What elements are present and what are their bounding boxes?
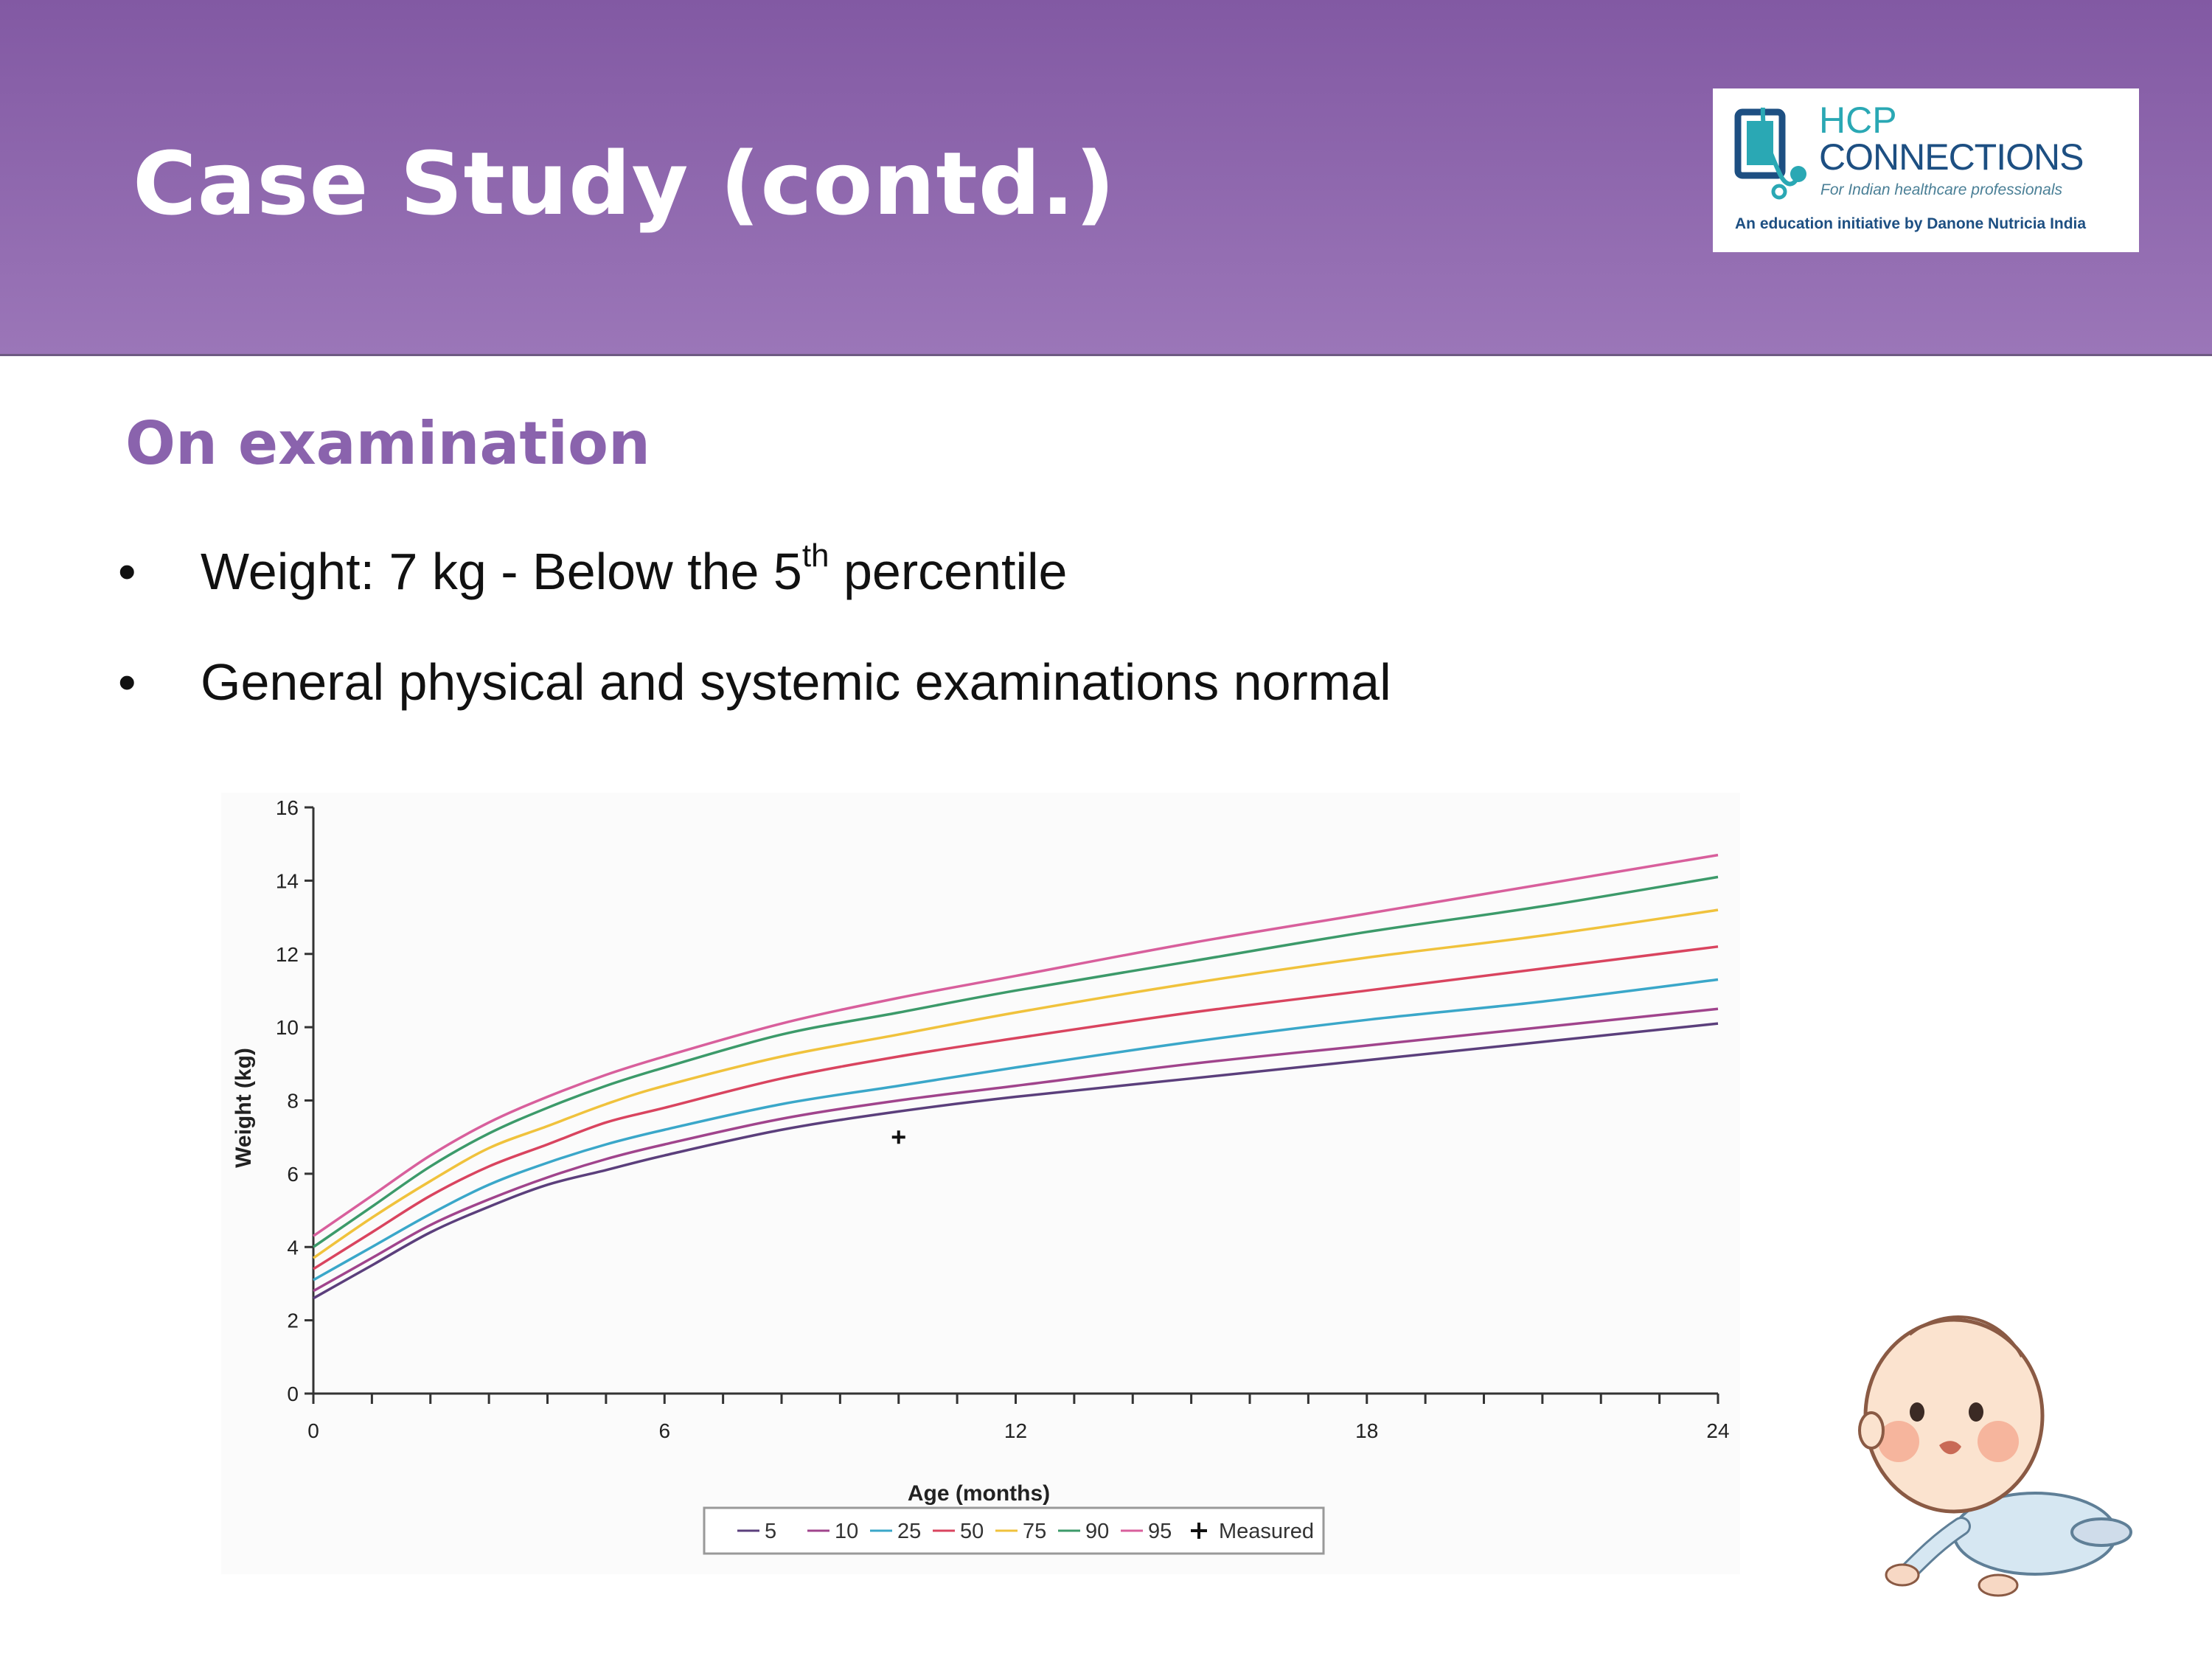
legend-label-p75: 75 xyxy=(1023,1520,1046,1543)
y-tick-label: 8 xyxy=(287,1090,299,1113)
y-tick-label: 4 xyxy=(287,1236,299,1259)
slide-title: Case Study (contd.) xyxy=(133,133,1116,234)
series-line-p10 xyxy=(313,1007,1719,1293)
logo-connections-text: CONNECTIONS xyxy=(1819,136,2084,178)
legend-label-p25: 25 xyxy=(897,1520,921,1543)
x-tick-label: 18 xyxy=(1355,1419,1378,1442)
baby-illustration xyxy=(1858,1315,2132,1597)
y-tick-label: 10 xyxy=(276,1016,299,1039)
series-line-p75 xyxy=(313,908,1719,1259)
series-line-p50 xyxy=(313,945,1719,1270)
legend-measured-label: Measured xyxy=(1219,1520,1314,1543)
legend-label-p50: 50 xyxy=(960,1520,984,1543)
hcp-connections-logo: HCP CONNECTIONS For Indian healthcare pr… xyxy=(1713,88,2139,252)
series-line-p25 xyxy=(313,978,1719,1281)
y-tick-label: 16 xyxy=(276,796,299,819)
stethoscope-tablet-icon xyxy=(1734,107,1806,200)
x-tick-label: 0 xyxy=(307,1419,319,1442)
y-axis-label: Weight (kg) xyxy=(232,1048,256,1168)
series-line-p90 xyxy=(313,875,1719,1248)
series-line-p5 xyxy=(313,1022,1719,1300)
logo-tagline: For Indian healthcare professionals xyxy=(1820,181,2063,198)
bullet-weight-prefix: Weight: 7 kg - Below the 5 xyxy=(201,543,802,600)
section-heading: On examination xyxy=(125,409,650,478)
y-tick-label: 2 xyxy=(287,1310,299,1332)
series-line-p95 xyxy=(313,853,1719,1237)
bullet-weight-sup: th xyxy=(801,538,830,574)
bullet-weight-suffix: percentile xyxy=(829,543,1068,600)
x-tick-label: 6 xyxy=(658,1419,670,1442)
bullet-marker: • xyxy=(118,653,136,711)
y-tick-label: 0 xyxy=(287,1382,299,1405)
legend-label-p5: 5 xyxy=(765,1520,776,1543)
measured-point xyxy=(891,1130,905,1144)
y-tick-label: 12 xyxy=(276,943,299,966)
x-tick-label: 12 xyxy=(1004,1419,1027,1442)
y-tick-label: 14 xyxy=(276,869,299,892)
growth-chart: 0 2 4 6 8 10 12 14 16 0 6 12 18 24 Age (months) Weight … xyxy=(221,793,1740,1574)
legend-measured-marker xyxy=(1191,1523,1207,1539)
legend-label-p10: 10 xyxy=(835,1520,858,1543)
legend-label-p90: 90 xyxy=(1085,1520,1109,1543)
bullet-marker: • xyxy=(118,543,136,600)
logo-footer: An education initiative by Danone Nutric… xyxy=(1735,215,2087,232)
bullet-exam: • General physical and systemic examinati… xyxy=(118,653,1391,763)
bullet-list: • Weight: 7 kg - Below the 5th percentile… xyxy=(118,538,1391,763)
legend-label-p95: 95 xyxy=(1148,1520,1172,1543)
x-tick-label: 24 xyxy=(1706,1419,1729,1442)
logo-hcp-text: HCP xyxy=(1819,100,1897,141)
header-banner: Case Study (contd.) HCP CONNECTIONS For … xyxy=(0,0,2212,356)
bullet-exam-text: General physical and systemic examinatio… xyxy=(201,653,1391,711)
x-axis-label: Age (months) xyxy=(908,1481,1050,1506)
y-tick-label: 6 xyxy=(287,1163,299,1186)
bullet-weight: • Weight: 7 kg - Below the 5th percentile xyxy=(118,538,1391,653)
